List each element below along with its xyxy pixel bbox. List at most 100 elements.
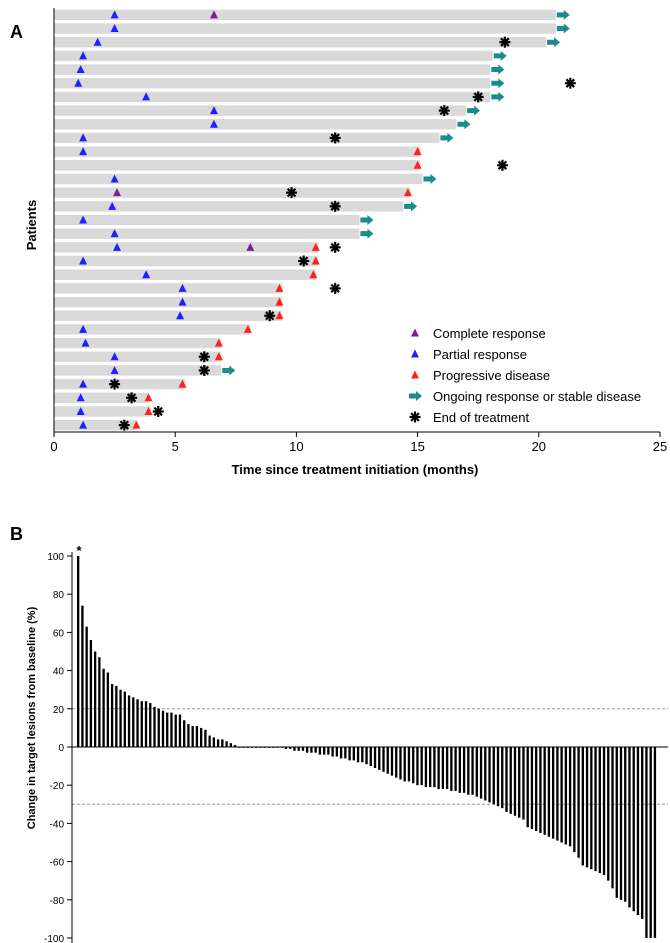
partial-marker bbox=[110, 174, 119, 183]
patient-bar bbox=[54, 173, 423, 185]
partial-marker bbox=[81, 338, 90, 347]
waterfall-bar bbox=[216, 739, 220, 747]
waterfall-bar bbox=[314, 747, 317, 753]
patient-bar bbox=[54, 242, 319, 253]
waterfall-bar bbox=[547, 747, 551, 837]
waterfall-bar bbox=[649, 747, 652, 938]
partial-marker bbox=[110, 24, 119, 33]
waterfall-bar bbox=[85, 626, 88, 747]
x-tick-label: 15 bbox=[410, 439, 424, 454]
asterisk-stroke bbox=[109, 379, 120, 389]
waterfall-bar bbox=[187, 724, 190, 747]
waterfall-bar bbox=[573, 747, 576, 853]
waterfall-bar bbox=[636, 747, 640, 916]
patient-bar bbox=[54, 64, 491, 75]
reference-lines bbox=[72, 708, 668, 805]
patient-bar bbox=[54, 119, 457, 130]
y-tick-label: 20 bbox=[53, 705, 65, 716]
waterfall-bar bbox=[581, 747, 584, 866]
asterisk-stroke bbox=[330, 283, 340, 294]
asterisk-stroke bbox=[265, 311, 275, 321]
patient-bar bbox=[54, 255, 319, 267]
legend-end-marker bbox=[409, 411, 421, 423]
progressive-marker bbox=[311, 242, 320, 251]
partial-marker bbox=[79, 324, 88, 333]
waterfall-bar bbox=[361, 747, 364, 763]
complete-marker bbox=[113, 188, 122, 197]
patient-bar bbox=[54, 187, 411, 198]
legend-progressive-marker bbox=[411, 370, 419, 379]
y-tick-label: 0 bbox=[58, 743, 64, 754]
event-markers bbox=[74, 9, 576, 431]
patient-bar bbox=[54, 337, 222, 349]
patient-bar bbox=[54, 351, 222, 362]
waterfall-bar bbox=[127, 695, 131, 747]
patient-bar bbox=[54, 296, 282, 308]
progressive-marker bbox=[275, 311, 284, 320]
waterfall-bar bbox=[93, 651, 97, 747]
waterfall-bar bbox=[645, 747, 648, 938]
legend-end-label: End of treatment bbox=[433, 410, 529, 425]
waterfall-bar bbox=[496, 747, 500, 807]
waterfall-bar bbox=[318, 747, 322, 755]
y-tick-label: 40 bbox=[53, 667, 65, 678]
waterfall-bar bbox=[437, 747, 440, 790]
asterisk-stroke bbox=[126, 393, 137, 403]
waterfall-bar bbox=[306, 747, 309, 753]
waterfall-bar bbox=[322, 747, 326, 755]
waterfall-bar bbox=[204, 729, 207, 747]
waterfall-bar bbox=[458, 747, 462, 793]
waterfall-bar bbox=[386, 747, 389, 774]
waterfall-bar bbox=[170, 712, 173, 747]
waterfall-bar bbox=[598, 747, 601, 874]
patient-bar bbox=[54, 269, 316, 280]
waterfall-bar bbox=[382, 747, 385, 772]
ongoing-arrow bbox=[440, 132, 454, 143]
asterisk-stroke bbox=[286, 187, 297, 198]
waterfall-bar bbox=[390, 747, 394, 776]
complete-marker bbox=[209, 10, 218, 19]
waterfall-bar bbox=[102, 668, 105, 747]
legend-complete-label: Complete response bbox=[433, 326, 546, 341]
end-of-treatment-marker bbox=[109, 378, 121, 390]
waterfall-bar bbox=[106, 672, 110, 747]
patient-bar bbox=[54, 228, 360, 239]
partial-marker bbox=[79, 379, 88, 388]
y-axis-label: Change in target lesions from baseline (… bbox=[26, 606, 38, 829]
waterfall-bar bbox=[89, 640, 93, 747]
partial-marker bbox=[76, 393, 85, 402]
asterisk-stroke bbox=[500, 37, 510, 47]
end-of-treatment-marker bbox=[472, 91, 484, 103]
legend-complete-marker bbox=[411, 328, 419, 337]
x-axis-ticks: 0 5 10 15 20 25 bbox=[50, 432, 667, 454]
end-of-treatment-marker bbox=[152, 405, 164, 417]
waterfall-bar bbox=[373, 747, 377, 769]
waterfall-bar bbox=[365, 747, 368, 765]
partial-marker bbox=[142, 270, 151, 279]
waterfall-bar bbox=[157, 708, 160, 747]
progressive-marker bbox=[309, 270, 318, 279]
waterfall-bar bbox=[153, 706, 156, 747]
waterfall-bar bbox=[335, 747, 339, 757]
patient-bar bbox=[54, 146, 421, 157]
waterfall-bar bbox=[433, 747, 436, 788]
asterisk-stroke bbox=[153, 406, 163, 417]
ongoing-arrow bbox=[493, 50, 507, 61]
waterfall-bar bbox=[420, 747, 423, 786]
waterfall-bar bbox=[594, 747, 597, 872]
waterfall-bar bbox=[568, 747, 572, 847]
patient-bar bbox=[54, 9, 556, 21]
patient-bar bbox=[54, 105, 467, 116]
end-of-treatment-marker bbox=[198, 364, 210, 376]
swimmer-chart: A 0 5 10 15 20 25 Time since treatment initia… bbox=[10, 8, 667, 477]
end-of-treatment-marker bbox=[564, 77, 576, 89]
legend: Complete response Partial response Progres… bbox=[409, 326, 641, 425]
waterfall-bar bbox=[488, 747, 491, 803]
waterfall-bar bbox=[535, 747, 538, 832]
waterfall-bar bbox=[462, 747, 466, 793]
waterfall-bar bbox=[424, 747, 428, 788]
waterfall-bar bbox=[344, 747, 347, 759]
patient-bar bbox=[54, 132, 440, 144]
partial-marker bbox=[176, 311, 185, 320]
waterfall-bar bbox=[77, 556, 80, 747]
